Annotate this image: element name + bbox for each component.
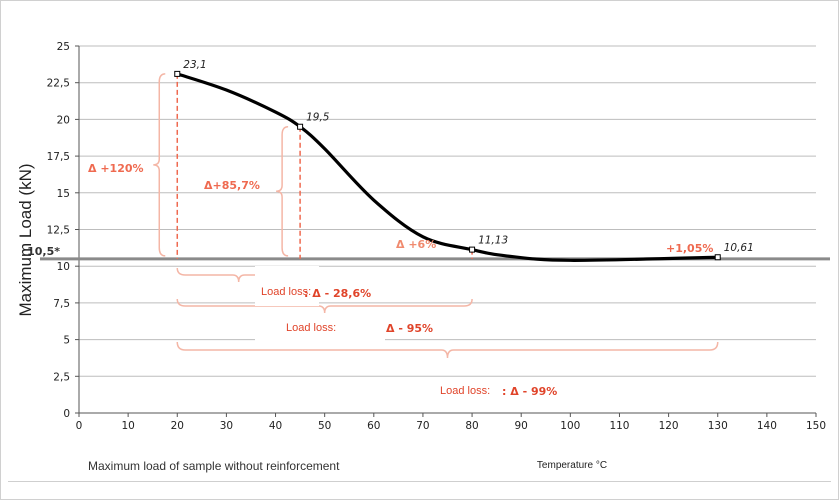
y-axis-label: Maximum Load (kN)	[16, 163, 35, 316]
x-tick-label: 70	[416, 420, 429, 432]
x-tick-label: 20	[171, 420, 184, 432]
x-tick-label: 120	[659, 420, 679, 432]
grid-lines	[79, 45, 816, 377]
data-point-label: 19,5	[306, 112, 330, 124]
x-tick-label: 90	[515, 420, 528, 432]
x-tick-label: 10	[121, 420, 134, 432]
y-tick-label: 20	[57, 114, 70, 126]
data-point	[469, 246, 476, 253]
y-tick-label: 5	[63, 335, 70, 347]
annotations-group: Δ +120%Δ+85,7%Δ +6% +1,05%Load loss:: Δ -…	[88, 162, 713, 398]
x-tick-label: 40	[269, 420, 282, 432]
y-tick-labels: 0 2,5 5 7,5 10 12,5 15 17,5 20 22,5 25	[47, 41, 70, 420]
y-tick-label: 7,5	[53, 298, 70, 310]
x-tick-labels: 0 10 20 30 40 50 60 70 80 90 100 110 120 130 140 150	[76, 420, 826, 432]
x-tick-label: 130	[708, 420, 728, 432]
markers-group: 23,1 19,5 11,13 10,61	[174, 59, 754, 261]
vertical-brace	[153, 73, 166, 257]
y-tick-label: 2,5	[53, 371, 70, 383]
data-point-label: 10,61	[724, 242, 754, 254]
x-tick-label: 150	[806, 420, 826, 432]
loss-3-label: Load loss:	[440, 385, 490, 397]
data-point	[714, 254, 721, 261]
x-axis-label: Temperature °C	[537, 460, 607, 471]
data-point-label: 11,13	[478, 235, 508, 247]
y-tick-label: 0	[63, 408, 70, 420]
x-tick-label: 140	[757, 420, 777, 432]
loss-3-value: : Δ - 99%	[502, 385, 557, 398]
vertical-brace	[276, 125, 289, 257]
annotation-increase-20: Δ +120%	[88, 162, 144, 175]
annotation-increase-130: +1,05%	[666, 242, 713, 255]
x-tick-label: 50	[318, 420, 331, 432]
annotation-braces	[153, 73, 719, 359]
data-point	[297, 123, 304, 130]
reference-line-label: 10,5*	[27, 245, 60, 258]
footnote: Maximum load of sample without reinforce…	[88, 459, 340, 473]
annotation-increase-80: Δ +6%	[396, 238, 436, 251]
y-tick-label: 10	[57, 261, 70, 273]
loss-1-label: Load loss:	[261, 286, 311, 298]
annotation-increase-45: Δ+85,7%	[204, 179, 260, 192]
footer-divider	[8, 481, 831, 482]
loss-2-label: Load loss:	[286, 322, 336, 334]
x-tick-label: 110	[609, 420, 629, 432]
x-tick-label: 30	[220, 420, 233, 432]
y-tick-label: 15	[57, 188, 70, 200]
series-group	[176, 72, 718, 262]
y-tick-label: 17,5	[47, 151, 70, 163]
data-point	[174, 70, 181, 77]
loss-2-value: Δ - 95%	[386, 322, 433, 335]
loss-label-background	[255, 315, 385, 343]
horizontal-brace	[176, 341, 719, 359]
y-tick-label: 12,5	[47, 225, 70, 237]
loss-label-background	[255, 266, 319, 306]
x-tick-label: 0	[76, 420, 83, 432]
loss-1-value: : Δ - 28,6%	[304, 287, 371, 300]
x-tick-label: 80	[465, 420, 478, 432]
load-curve	[176, 72, 718, 262]
x-tick-label: 100	[560, 420, 580, 432]
data-point-label: 23,1	[183, 59, 206, 71]
axes	[75, 45, 817, 417]
y-tick-label: 25	[57, 41, 70, 53]
x-tick-label: 60	[367, 420, 380, 432]
y-tick-label: 22,5	[47, 78, 70, 90]
horizontal-brace	[176, 298, 473, 314]
